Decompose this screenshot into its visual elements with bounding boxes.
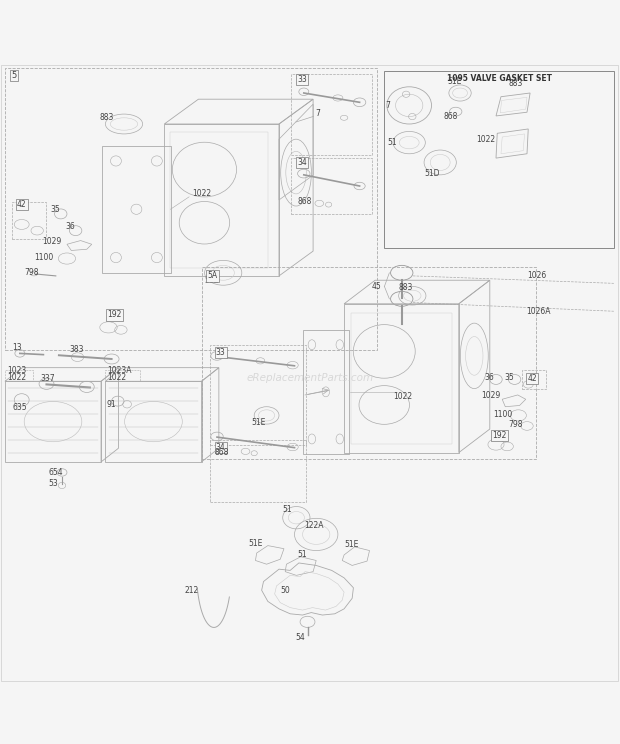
Text: 868: 868 xyxy=(298,197,312,206)
Text: 1026A: 1026A xyxy=(526,307,551,315)
Text: 1023A: 1023A xyxy=(107,365,132,375)
Text: 1100: 1100 xyxy=(34,253,53,262)
Text: 122A: 122A xyxy=(304,522,323,530)
Text: 36: 36 xyxy=(66,222,76,231)
Text: 33: 33 xyxy=(297,75,307,84)
Text: 192: 192 xyxy=(107,310,122,319)
Bar xyxy=(384,71,614,248)
Text: 51E: 51E xyxy=(248,539,262,548)
Text: 1023: 1023 xyxy=(7,365,26,375)
Text: 1095 VALVE GASKET SET: 1095 VALVE GASKET SET xyxy=(446,74,552,83)
Text: 1100: 1100 xyxy=(494,410,513,419)
Text: 337: 337 xyxy=(40,373,55,382)
Text: 383: 383 xyxy=(69,344,84,353)
Text: eReplacementParts.com: eReplacementParts.com xyxy=(246,373,374,383)
Text: 36: 36 xyxy=(485,373,495,382)
Text: 50: 50 xyxy=(280,586,290,594)
Text: 1022: 1022 xyxy=(394,392,413,401)
Text: 635: 635 xyxy=(12,403,27,412)
Text: 51E: 51E xyxy=(448,77,462,86)
Text: 5A: 5A xyxy=(208,272,218,280)
Bar xyxy=(291,158,372,214)
Text: 7: 7 xyxy=(386,101,391,110)
Bar xyxy=(12,202,46,239)
Text: 42: 42 xyxy=(527,374,537,383)
Text: 883: 883 xyxy=(99,113,113,122)
Text: 1022: 1022 xyxy=(476,135,495,144)
Text: 91: 91 xyxy=(107,400,117,408)
Text: 34: 34 xyxy=(297,158,307,167)
Text: 53: 53 xyxy=(48,479,58,488)
Text: 798: 798 xyxy=(508,420,523,429)
Bar xyxy=(210,345,306,444)
Bar xyxy=(5,370,33,381)
Text: 1022: 1022 xyxy=(7,373,26,382)
Text: 192: 192 xyxy=(492,431,507,440)
Text: 51E: 51E xyxy=(205,276,219,285)
Bar xyxy=(210,440,306,502)
Text: 1029: 1029 xyxy=(42,237,61,246)
Text: 51: 51 xyxy=(388,138,397,147)
Text: 1022: 1022 xyxy=(192,189,211,198)
Text: 883: 883 xyxy=(508,79,523,89)
Text: 51E: 51E xyxy=(345,540,359,549)
Text: 54: 54 xyxy=(295,633,305,642)
Text: 51: 51 xyxy=(298,551,308,559)
Text: 51: 51 xyxy=(283,505,293,514)
Text: 34: 34 xyxy=(216,443,226,452)
Text: 33: 33 xyxy=(216,348,226,357)
Text: 5: 5 xyxy=(12,71,17,80)
Text: 51E: 51E xyxy=(251,418,265,427)
Text: 35: 35 xyxy=(505,373,515,382)
Text: 883: 883 xyxy=(399,283,413,292)
Text: 7: 7 xyxy=(316,109,321,118)
Text: 654: 654 xyxy=(48,468,63,477)
Bar xyxy=(5,68,377,350)
Text: 35: 35 xyxy=(51,205,61,214)
Text: 1022: 1022 xyxy=(107,373,126,382)
Text: 1029: 1029 xyxy=(481,391,500,400)
Text: 868: 868 xyxy=(215,448,229,457)
Text: 13: 13 xyxy=(12,343,22,352)
Bar xyxy=(522,370,546,389)
Bar xyxy=(291,74,372,155)
Bar xyxy=(105,370,140,381)
Text: 42: 42 xyxy=(17,200,27,209)
Text: 212: 212 xyxy=(185,586,199,595)
Text: 51D: 51D xyxy=(425,169,440,178)
Text: 1026: 1026 xyxy=(527,272,546,280)
Bar xyxy=(202,266,536,459)
Text: 45: 45 xyxy=(372,282,382,291)
Text: 798: 798 xyxy=(25,269,39,278)
Text: 868: 868 xyxy=(443,112,458,121)
